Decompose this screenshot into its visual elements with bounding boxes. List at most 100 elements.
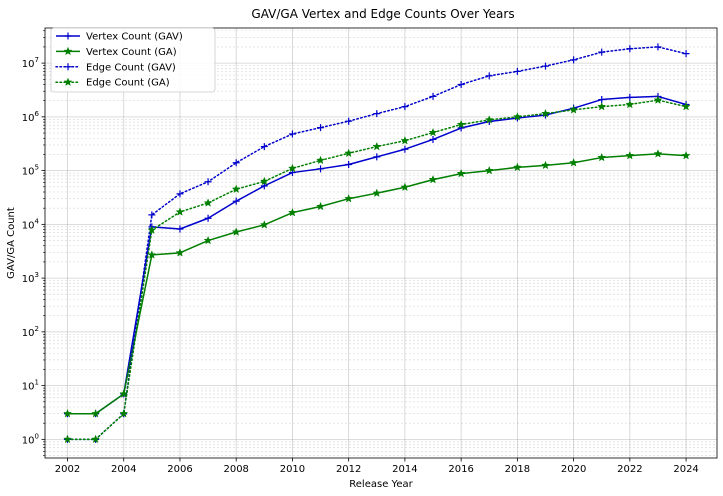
data-point (401, 103, 409, 111)
data-point (203, 235, 213, 245)
data-point (204, 178, 212, 186)
y-axis-label: GAV/GA Count (6, 207, 17, 279)
data-point (541, 62, 549, 70)
data-point (204, 214, 212, 222)
x-tick-label: 2004 (111, 464, 136, 475)
x-axis-label: Release Year (349, 479, 413, 490)
x-tick-label: 2020 (561, 464, 586, 475)
data-point (484, 115, 494, 124)
data-point (231, 227, 241, 236)
data-point (598, 96, 606, 104)
grid (45, 28, 717, 458)
data-point (344, 193, 354, 203)
data-point (260, 182, 268, 190)
y-tick-label: 105 (22, 164, 39, 178)
data-point (428, 127, 438, 137)
data-point (569, 158, 579, 167)
x-tick-label: 2024 (673, 464, 698, 475)
data-point (372, 141, 382, 151)
series-group (63, 43, 691, 444)
data-point (429, 135, 437, 143)
data-point (456, 119, 466, 129)
data-point (175, 248, 185, 257)
data-point (681, 150, 691, 160)
axes: 2002 2004 2006 2008 2010 2012 2014 2016 2018 2020… (22, 30, 699, 475)
data-point (259, 220, 269, 229)
data-point (626, 93, 634, 101)
y-tick-label: 104 (22, 217, 40, 231)
legend-swatch-marker (64, 63, 72, 71)
data-point (654, 43, 662, 51)
data-point (317, 124, 325, 132)
data-point (429, 92, 437, 100)
x-tick-label: 2008 (223, 464, 248, 475)
data-point (260, 143, 268, 151)
data-point (513, 67, 521, 75)
data-point (626, 45, 634, 53)
data-point (345, 160, 353, 168)
data-point (175, 207, 185, 216)
x-tick-label: 2012 (336, 464, 361, 475)
data-point (316, 201, 326, 211)
data-point (373, 153, 381, 161)
data-point (541, 160, 550, 170)
data-point (63, 408, 72, 418)
data-point (63, 434, 72, 444)
data-point (373, 110, 381, 118)
x-tick-label: 2014 (392, 464, 417, 475)
legend-label: Vertex Count (GAV) (86, 32, 183, 43)
x-tick-label: 2022 (617, 464, 642, 475)
data-point (456, 168, 466, 178)
data-point (176, 225, 184, 233)
legend-label: Edge Count (GAV) (86, 62, 176, 73)
data-point (317, 165, 325, 173)
data-point (653, 149, 663, 158)
chart-title: GAV/GA Vertex and Edge Counts Over Years (251, 7, 514, 21)
data-point (316, 155, 326, 165)
plot-frame (44, 27, 718, 459)
x-tick-label: 2016 (448, 464, 473, 475)
y-tick-label: 100 (22, 432, 39, 446)
data-point (625, 150, 635, 160)
legend-swatch-marker (64, 32, 72, 40)
data-point (231, 184, 241, 194)
data-point (288, 130, 296, 138)
y-tick-label: 102 (22, 325, 39, 339)
legend-label: Edge Count (GA) (86, 78, 170, 89)
y-tick-label: 106 (22, 110, 40, 124)
data-point (287, 207, 297, 217)
data-point (148, 211, 156, 219)
data-point (570, 56, 578, 64)
data-point (428, 174, 438, 184)
data-point (401, 145, 409, 153)
legend-label: Vertex Count (GA) (86, 47, 177, 58)
series-4 (63, 95, 691, 444)
y-tick-label: 107 (22, 56, 39, 70)
data-point (287, 163, 297, 173)
data-point (344, 148, 354, 158)
data-point (259, 176, 269, 186)
data-point (147, 225, 157, 234)
data-point (625, 99, 635, 109)
x-tick-label: 2010 (280, 464, 305, 475)
data-point (345, 117, 353, 125)
data-point (597, 101, 607, 111)
data-point (598, 48, 606, 56)
legend-swatch-marker (63, 46, 73, 56)
data-point (91, 408, 101, 418)
data-point (203, 198, 213, 207)
y-tick-label: 101 (22, 379, 39, 393)
data-point (484, 165, 494, 175)
data-point (457, 80, 465, 88)
data-point (232, 159, 240, 167)
data-point (400, 135, 410, 145)
data-point (653, 95, 663, 104)
legend: Vertex Count (GAV) Vertex Count (GA) Edge … (50, 27, 216, 93)
data-point (512, 162, 522, 172)
data-point (119, 408, 129, 418)
legend-swatch-marker (63, 77, 73, 87)
x-tick-label: 2006 (167, 464, 192, 475)
data-point (372, 188, 382, 198)
data-point (682, 50, 690, 58)
